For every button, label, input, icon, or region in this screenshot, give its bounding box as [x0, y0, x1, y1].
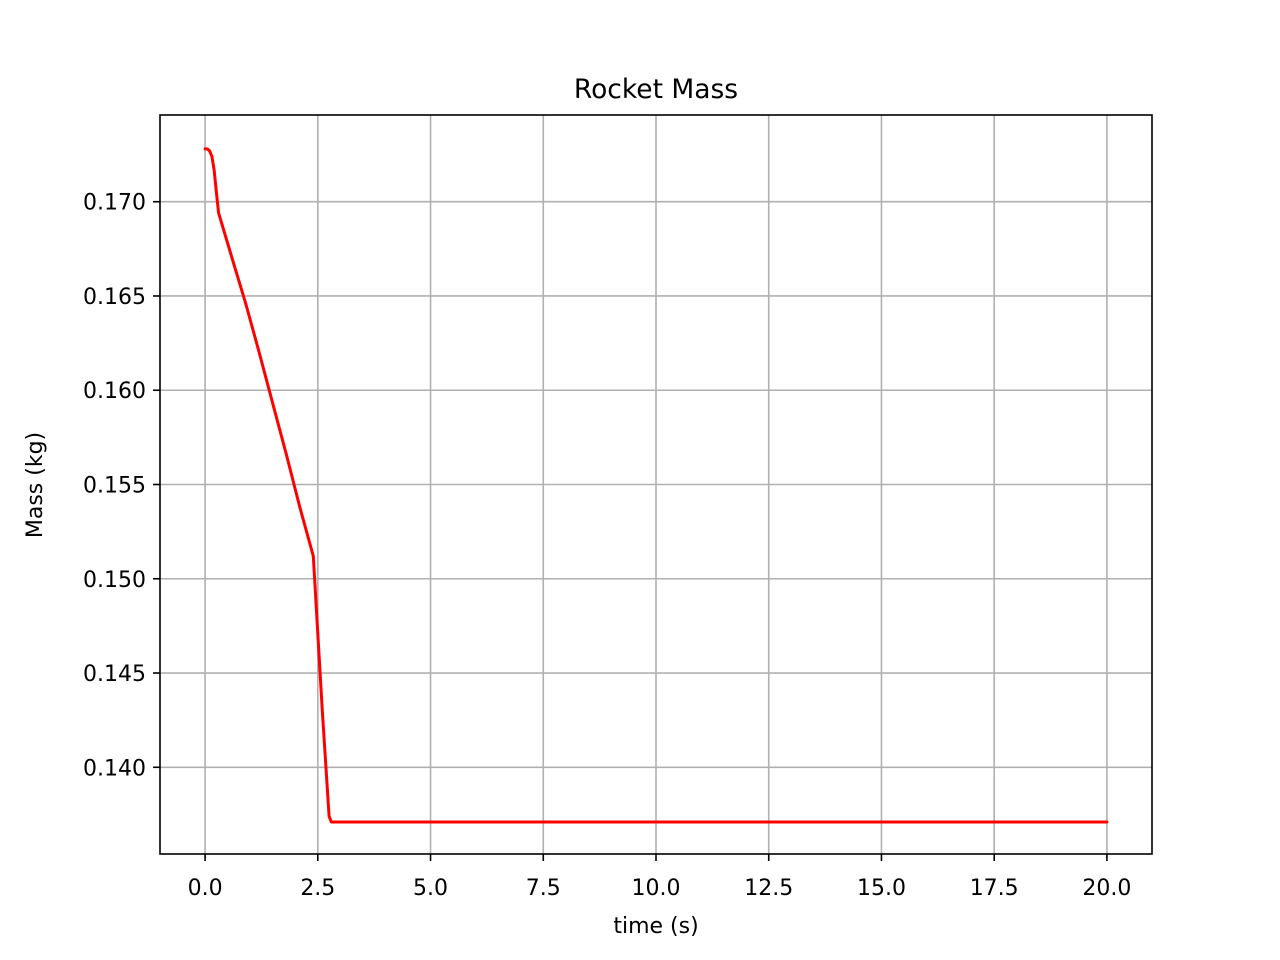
y-tick-label: 0.160 [83, 379, 146, 404]
x-tick-label: 2.5 [300, 876, 335, 901]
x-axis-ticks: 0.0 2.5 5.0 7.5 10.0 12.5 15.0 17.5 20.0 [188, 854, 1131, 901]
y-tick-label: 0.155 [83, 474, 146, 499]
x-tick-label: 20.0 [1082, 876, 1131, 901]
chart-title: Rocket Mass [574, 74, 738, 105]
x-tick-label: 0.0 [188, 876, 223, 901]
x-tick-label: 17.5 [970, 876, 1019, 901]
x-tick-label: 7.5 [526, 876, 561, 901]
y-tick-label: 0.145 [83, 662, 146, 687]
mass-series-line [203, 147, 1109, 824]
x-axis-label: time (s) [613, 914, 698, 939]
x-tick-label: 5.0 [413, 876, 448, 901]
x-tick-label: 12.5 [744, 876, 793, 901]
y-tick-label: 0.165 [83, 285, 146, 310]
x-tick-label: 10.0 [632, 876, 681, 901]
y-tick-label: 0.140 [83, 756, 146, 781]
y-tick-label: 0.170 [83, 191, 146, 216]
y-axis-ticks: 0.140 0.145 0.150 0.155 0.160 0.165 0.170 [83, 191, 160, 781]
series-layer [203, 147, 1109, 824]
x-tick-label: 15.0 [857, 876, 906, 901]
grid-lines [160, 115, 1152, 854]
y-tick-label: 0.150 [83, 568, 146, 593]
y-axis-label: Mass (kg) [23, 432, 48, 538]
